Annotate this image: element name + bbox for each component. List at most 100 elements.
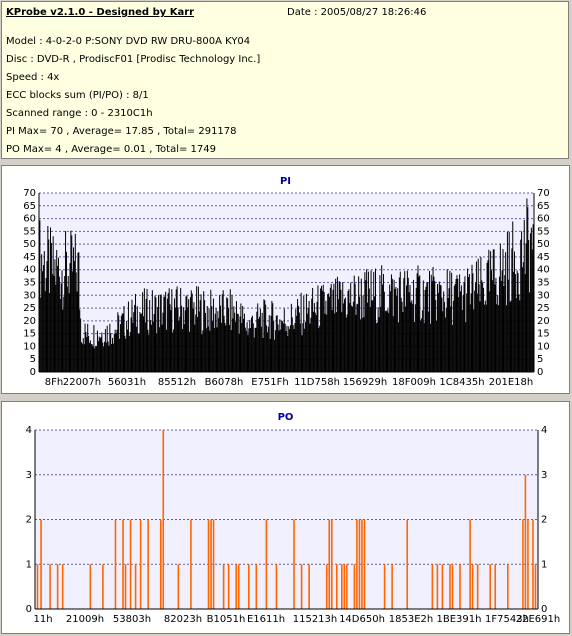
po-bar <box>134 564 137 609</box>
po-bar <box>436 564 439 609</box>
x-tick-label: B1051h <box>207 614 246 625</box>
po-bar <box>49 564 51 609</box>
po-bar <box>56 564 59 609</box>
po-bar <box>522 519 524 609</box>
y-tick-label-right: 25 <box>537 303 550 314</box>
y-tick-label-left: 35 <box>23 278 36 289</box>
po-bar <box>255 564 258 609</box>
po-bar <box>300 564 303 609</box>
po-bar <box>363 519 366 609</box>
x-tick-label: 115213h <box>293 614 338 625</box>
info-speed: Speed : 4x <box>6 72 60 83</box>
y-tick-label-right: 0 <box>537 367 543 378</box>
po-bar <box>494 564 497 609</box>
y-tick-label-right: 65 <box>537 201 550 212</box>
y-tick-label-left: 5 <box>30 354 36 365</box>
y-tick-label-right: 70 <box>537 188 550 199</box>
y-tick-label-right: 3 <box>541 470 547 481</box>
po-bar <box>336 564 338 609</box>
y-tick-label-right: 50 <box>537 239 550 250</box>
po-bar <box>129 519 132 609</box>
x-tick-label: 14D650h <box>339 614 385 625</box>
y-tick-label-left: 65 <box>23 201 36 212</box>
info-po-stats: PO Max= 4 , Average= 0.01 , Total= 1749 <box>6 144 216 155</box>
x-tick-label: 1853E2h <box>389 614 433 625</box>
y-tick-label-left: 3 <box>26 470 32 481</box>
x-tick-label: 21009h <box>66 614 104 625</box>
pi-chart-title: PI <box>279 176 292 187</box>
po-chart-panel: PO 0 0 1 1 2 2 3 3 4 4 11h 21009h 53803h 82023h B1051h… <box>1 401 570 634</box>
po-bar <box>159 519 162 609</box>
po-bar <box>89 564 92 609</box>
y-tick-label-right: 20 <box>537 316 550 327</box>
y-tick-label-left: 2 <box>26 515 32 526</box>
po-bar <box>207 519 210 609</box>
info-model: Model : 4-0-2-0 P:SONY DVD RW DRU-800A K… <box>6 36 251 47</box>
info-range: Scanned range : 0 - 2310C1h <box>6 108 153 119</box>
po-bar <box>122 519 124 609</box>
po-bar <box>534 564 537 609</box>
po-bar <box>361 519 363 609</box>
y-tick-label-right: 55 <box>537 226 550 237</box>
x-tick-label: 1C8435h <box>439 377 484 388</box>
x-tick-label: 82023h <box>164 614 202 625</box>
y-tick-label-left: 55 <box>23 226 36 237</box>
info-ecc: ECC blocks sum (PI/PO) : 8/1 <box>6 90 149 101</box>
po-bar <box>237 564 240 609</box>
y-tick-label-right: 35 <box>537 278 550 289</box>
y-tick-label-left: 60 <box>23 214 36 225</box>
po-bar <box>406 519 409 609</box>
po-bar <box>61 564 64 609</box>
po-bar <box>507 564 509 609</box>
y-tick-label-left: 4 <box>26 425 32 436</box>
po-bar <box>235 564 237 609</box>
po-bar <box>40 519 42 609</box>
po-bar <box>391 564 393 609</box>
po-bar <box>356 519 358 609</box>
po-bar <box>383 564 386 609</box>
x-tick-label: 11D758h <box>294 377 340 388</box>
po-bar <box>346 564 348 609</box>
po-bar <box>265 519 268 609</box>
po-bar <box>275 564 278 609</box>
po-bar <box>147 519 149 609</box>
y-tick-label-left: 0 <box>30 367 36 378</box>
po-bar <box>343 564 346 609</box>
y-tick-label-left: 70 <box>23 188 36 199</box>
x-tick-label: 1BE391h <box>437 614 482 625</box>
po-bar <box>325 564 328 609</box>
x-tick-label: E1611h <box>247 614 285 625</box>
y-tick-label-right: 0 <box>541 604 547 615</box>
po-chart: 0 0 1 1 2 2 3 3 4 4 11h 21009h 53803h 82023h B1051h E16… <box>26 425 561 625</box>
y-tick-label-right: 45 <box>537 252 550 263</box>
y-tick-label-right: 40 <box>537 265 550 276</box>
po-bar <box>471 564 474 609</box>
y-tick-label-left: 50 <box>23 239 36 250</box>
x-tick-label: B6078h <box>205 377 244 388</box>
po-bar <box>139 519 142 609</box>
x-tick-label: 85512h <box>158 377 196 388</box>
po-bar <box>102 564 104 609</box>
po-bar <box>222 564 225 609</box>
y-tick-label-left: 15 <box>23 329 36 340</box>
y-tick-label-left: 10 <box>23 341 36 352</box>
scan-date: Date : 2005/08/27 18:26:46 <box>287 7 427 18</box>
x-tick-label: E751Fh <box>251 377 289 388</box>
y-tick-label-left: 30 <box>23 290 36 301</box>
x-tick-label: 22007h <box>63 377 101 388</box>
po-bar <box>431 564 434 609</box>
y-tick-label-right: 4 <box>541 425 547 436</box>
x-tick-label: 156929h <box>343 377 388 388</box>
po-bar <box>527 519 529 609</box>
y-tick-label-left: 20 <box>23 316 36 327</box>
x-tick-label: 18F009h <box>392 377 436 388</box>
plot-area <box>35 430 538 609</box>
y-tick-label-left: 25 <box>23 303 36 314</box>
po-bar <box>330 519 333 609</box>
x-tick-label: 8Fh <box>45 377 63 388</box>
po-bar <box>524 474 527 609</box>
po-bar <box>451 564 454 609</box>
y-tick-label-right: 5 <box>537 354 543 365</box>
x-tick-label: 53803h <box>113 614 151 625</box>
